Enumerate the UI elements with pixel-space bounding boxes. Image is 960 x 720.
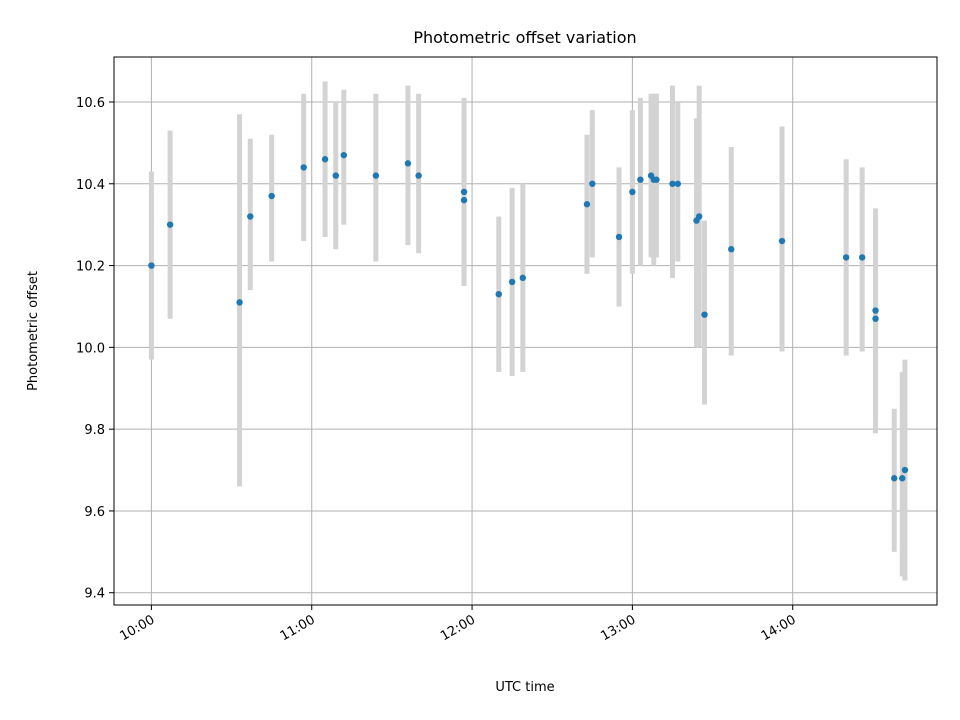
data-point [460,188,468,196]
data-point [415,172,422,179]
data-point [508,278,516,286]
data-point [778,237,786,245]
y-axis-label: Photometric offset [26,271,41,391]
plot-area-frame [113,56,938,606]
data-point [340,151,347,159]
y-tick-label: 10.2 [76,260,105,275]
data-point [695,213,703,220]
data-point [899,475,906,482]
data-point [519,274,527,282]
data-point [148,262,155,269]
chart-title: Photometric offset variation [413,28,636,47]
y-axis-ticks: 9.4 9.6 9.8 10.0 10.2 10.4 10.6 [76,96,114,602]
data-point [858,254,866,261]
data-points [148,151,909,482]
data-point [891,475,898,482]
data-point [901,466,909,474]
data-point [615,233,623,241]
data-point [701,311,708,318]
data-point [728,246,735,253]
data-point [247,213,254,220]
data-point [321,156,329,163]
data-point [842,254,850,261]
data-point [637,176,644,183]
data-point [674,180,682,187]
data-point [460,196,468,204]
y-tick-label: 10.0 [76,341,105,356]
y-tick-label: 9.8 [84,423,105,438]
data-point [166,221,174,228]
x-axis-label: UTC time [495,680,554,695]
y-tick-label: 9.4 [84,587,105,602]
data-point [495,290,502,298]
data-point [332,172,339,179]
data-point [583,201,591,208]
data-point [653,176,660,183]
data-point [300,164,307,171]
data-point [268,192,275,200]
y-tick-label: 10.6 [76,96,105,111]
data-point [629,188,636,196]
data-point [589,180,596,187]
data-point [669,180,676,187]
data-point [404,160,412,167]
data-point [872,315,879,322]
data-point [872,307,879,314]
y-tick-label: 9.6 [84,505,105,520]
y-tick-label: 10.4 [76,178,105,193]
data-point [372,172,380,179]
data-point [236,299,243,306]
